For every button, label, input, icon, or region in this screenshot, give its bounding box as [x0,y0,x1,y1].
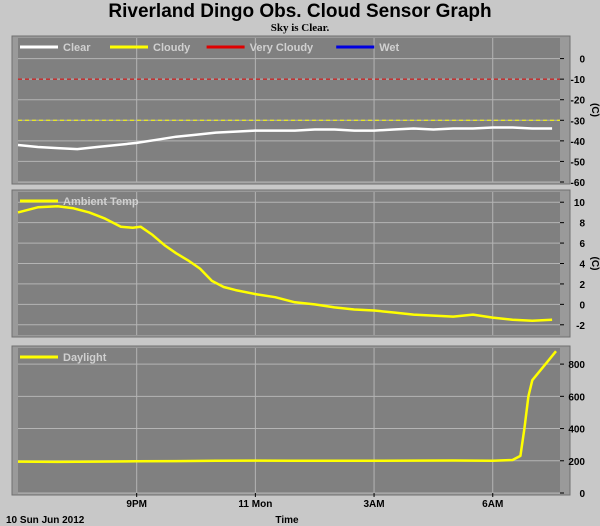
chart-panel-3: 800 600 400 200 0 Daylight [11,345,585,500]
x-tick-label: 6AM [482,499,503,510]
y-tick-label: 10 [574,198,586,209]
y-axis-unit: (C) [589,257,600,271]
legend-label: Clear [63,42,91,54]
chart-panel-2: 10 8 6 4 2 0 -2 (C) Ambient Temp [11,189,600,338]
y-tick-label: -30 [571,116,586,127]
y-tick-label: -50 [571,157,586,168]
sky-status: Sky is Clear. [270,22,330,34]
series-line-1 [17,126,553,151]
plot-area [18,348,560,493]
plot-area [18,38,560,182]
y-tick-label: 4 [579,260,585,271]
y-tick-label: 800 [568,360,585,371]
legend-label: Cloudy [153,42,191,54]
legend-label: Wet [379,42,399,54]
y-tick-label: 6 [579,239,585,250]
y-tick-label: 200 [568,457,585,468]
series-line-1 [17,205,553,322]
y-tick-label: -60 [571,178,586,189]
y-tick-label: 600 [568,392,585,403]
y-tick-label: -40 [571,137,586,148]
y-tick-label: 400 [568,425,585,436]
y-tick-label: 8 [579,219,585,230]
date-label: 10 Sun Jun 2012 [6,515,85,526]
y-axis-unit: (C) [589,103,600,117]
legend-label: Ambient Temp [63,196,139,208]
y-tick-label: -2 [576,321,585,332]
chart-panel-1: 0 -10 -20 -30 -40 -50 -60 (C) Clear Cloudy Very Cl… [11,35,600,189]
series-line-1 [17,350,557,464]
x-tick-label: 3AM [363,499,384,510]
y-tick-label: -10 [571,75,586,86]
x-tick-label: 9PM [126,499,147,510]
y-tick-label: 2 [579,280,585,291]
y-tick-label: -20 [571,96,586,107]
legend-label: Daylight [63,352,107,364]
page-title: Riverland Dingo Obs. Cloud Sensor Graph [108,1,492,22]
legend-label: Very Cloudy [250,42,314,54]
y-tick-label: 0 [579,300,585,311]
x-tick-label: 11 Mon [238,499,272,510]
y-tick-label: 0 [579,55,585,66]
y-tick-label: 0 [579,489,585,500]
time-axis-label: Time [275,515,299,526]
